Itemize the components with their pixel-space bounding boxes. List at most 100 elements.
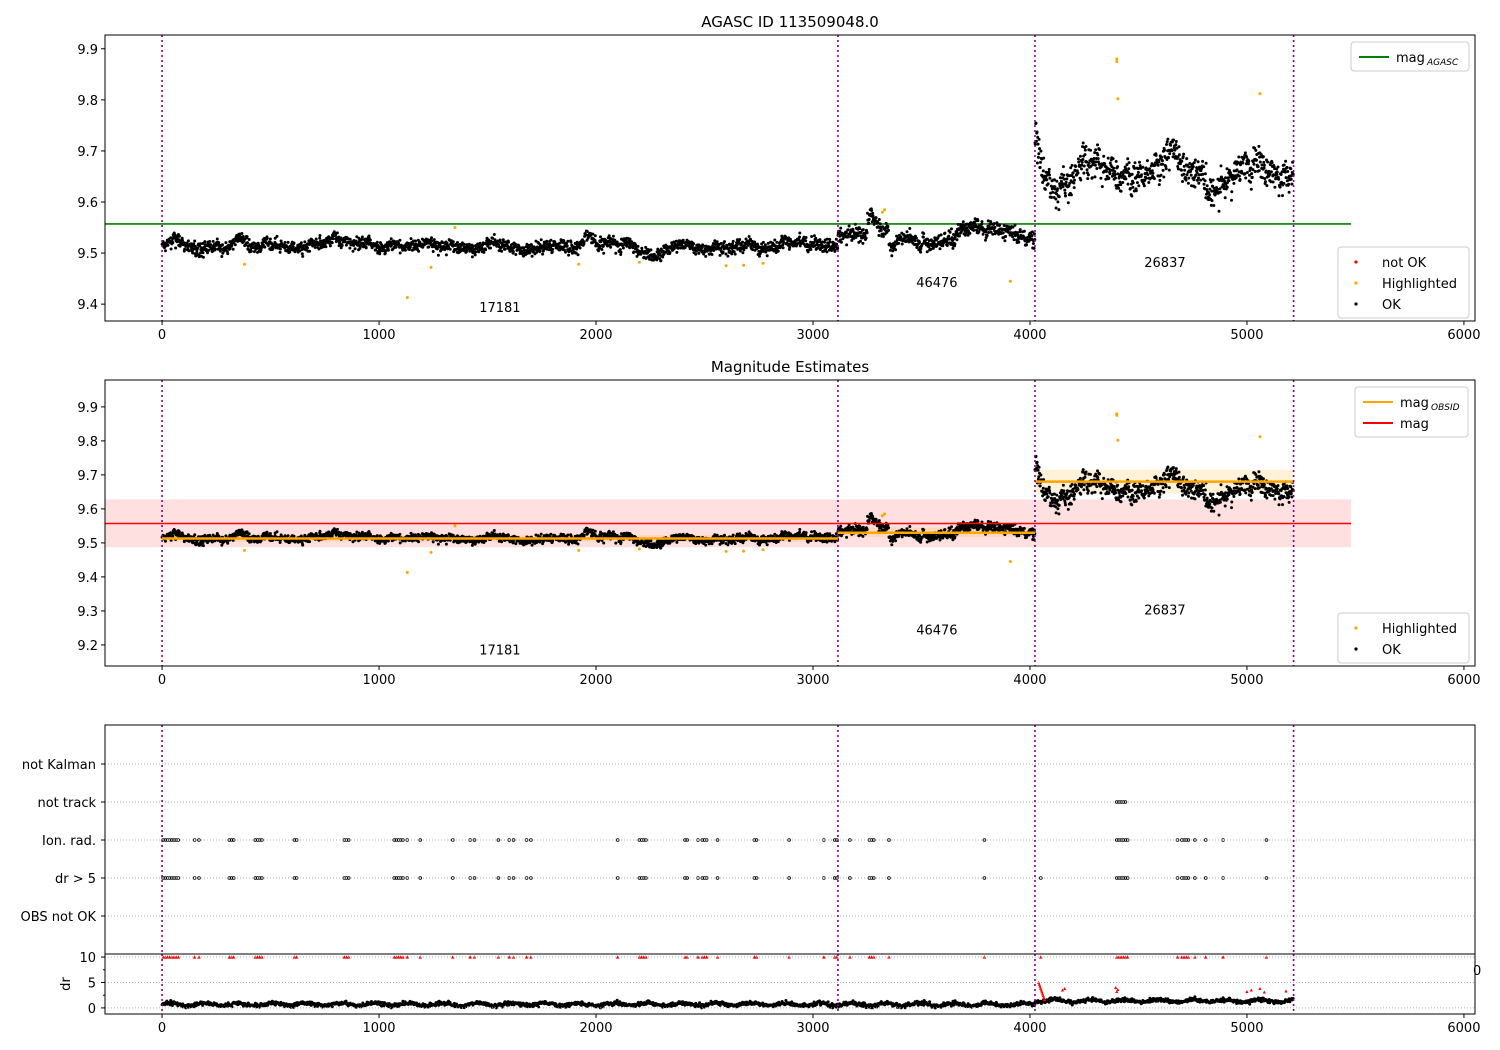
ok-point: [1191, 165, 1195, 169]
ok-point: [1058, 176, 1062, 180]
ok-point: [1224, 176, 1228, 180]
ok-point: [427, 245, 431, 249]
ok-point: [980, 220, 984, 224]
ok-point: [1183, 168, 1187, 172]
ok-point: [766, 241, 770, 245]
ok-point: [195, 249, 199, 253]
ok-point: [219, 247, 223, 251]
ok-point: [1066, 201, 1070, 205]
legend-label: Highlighted: [1382, 277, 1457, 292]
ok-point: [1116, 183, 1120, 187]
ok-point: [292, 534, 296, 538]
ok-point: [859, 231, 863, 234]
ok-point: [1197, 176, 1200, 180]
ok-point: [989, 230, 993, 234]
ok-point: [1262, 160, 1266, 164]
ok-point: [1209, 180, 1213, 184]
ok-point: [1047, 167, 1051, 171]
ok-point: [1011, 225, 1015, 229]
ok-point: [1042, 178, 1046, 182]
ok-point: [1273, 185, 1277, 189]
ok-point: [1236, 161, 1240, 165]
ok-point: [246, 241, 249, 245]
ok-point: [201, 255, 205, 259]
ok-point: [597, 249, 600, 253]
ok-point: [953, 242, 957, 246]
ok-point: [964, 231, 968, 235]
legend-subscript: AGASC: [1426, 58, 1459, 68]
ok-point: [177, 530, 181, 534]
ok-point: [1093, 175, 1097, 179]
ok-point: [549, 238, 553, 242]
ok-point: [414, 239, 417, 243]
ok-point: [335, 231, 339, 235]
ok-point: [1154, 153, 1158, 157]
ok-point: [493, 238, 497, 242]
ok-point: [368, 532, 372, 536]
ok-point: [500, 249, 504, 253]
ok-point: [878, 222, 882, 226]
ok-point: [980, 222, 984, 226]
ok-point: [1131, 185, 1135, 189]
ok-point: [451, 240, 455, 244]
ok-point: [1181, 180, 1184, 183]
ok-point: [958, 234, 961, 238]
ok-point: [1209, 203, 1213, 207]
ok-point: [489, 246, 492, 250]
ok-point: [881, 235, 885, 238]
ok-point: [353, 247, 357, 251]
ok-point: [477, 250, 481, 254]
ok-point: [431, 540, 435, 544]
ok-point: [318, 529, 322, 533]
ok-point: [861, 241, 865, 245]
ok-point: [431, 250, 435, 253]
ok-point: [482, 250, 486, 254]
ok-point: [201, 242, 205, 245]
ok-point: [578, 246, 582, 250]
ok-point: [1195, 171, 1199, 175]
ok-point: [265, 236, 269, 240]
ok-point: [351, 540, 355, 544]
ok-point: [1057, 208, 1061, 212]
ok-point: [704, 254, 708, 258]
ok-point: [198, 244, 202, 248]
ok-point: [193, 245, 197, 248]
ok-point: [1210, 199, 1214, 203]
ok-point: [462, 242, 466, 246]
ok-point: [226, 541, 230, 545]
ok-point: [1247, 162, 1250, 166]
ok-point: [1018, 228, 1022, 232]
ok-point: [318, 236, 322, 240]
ok-point: [189, 242, 193, 246]
ok-point: [514, 542, 518, 546]
ok-point: [921, 235, 925, 239]
ok-point: [884, 221, 888, 225]
ok-point: [668, 251, 672, 255]
ok-point: [1047, 170, 1051, 174]
ok-point: [497, 249, 501, 253]
ok-point: [1195, 178, 1199, 182]
ok-point: [1011, 235, 1015, 239]
ok-point: [602, 251, 606, 255]
ok-point: [1285, 165, 1289, 169]
ok-point: [995, 221, 999, 225]
ok-point: [1030, 234, 1034, 238]
ok-point: [566, 239, 570, 243]
ok-point: [1072, 181, 1076, 185]
ok-point: [514, 253, 518, 256]
ok-point: [1080, 163, 1084, 167]
ok-point: [807, 248, 810, 252]
ok-point: [1208, 187, 1212, 191]
ok-point: [877, 234, 881, 237]
ok-point: [196, 246, 200, 250]
ok-point: [1285, 179, 1289, 183]
ok-point: [1134, 189, 1138, 193]
ok-point: [853, 222, 857, 226]
ok-point: [674, 533, 678, 537]
ok-point: [630, 241, 634, 245]
ok-point: [550, 250, 554, 254]
ok-point: [761, 240, 765, 244]
ok-point: [1261, 155, 1265, 159]
ok-point: [1160, 155, 1164, 159]
ok-point: [609, 245, 613, 249]
